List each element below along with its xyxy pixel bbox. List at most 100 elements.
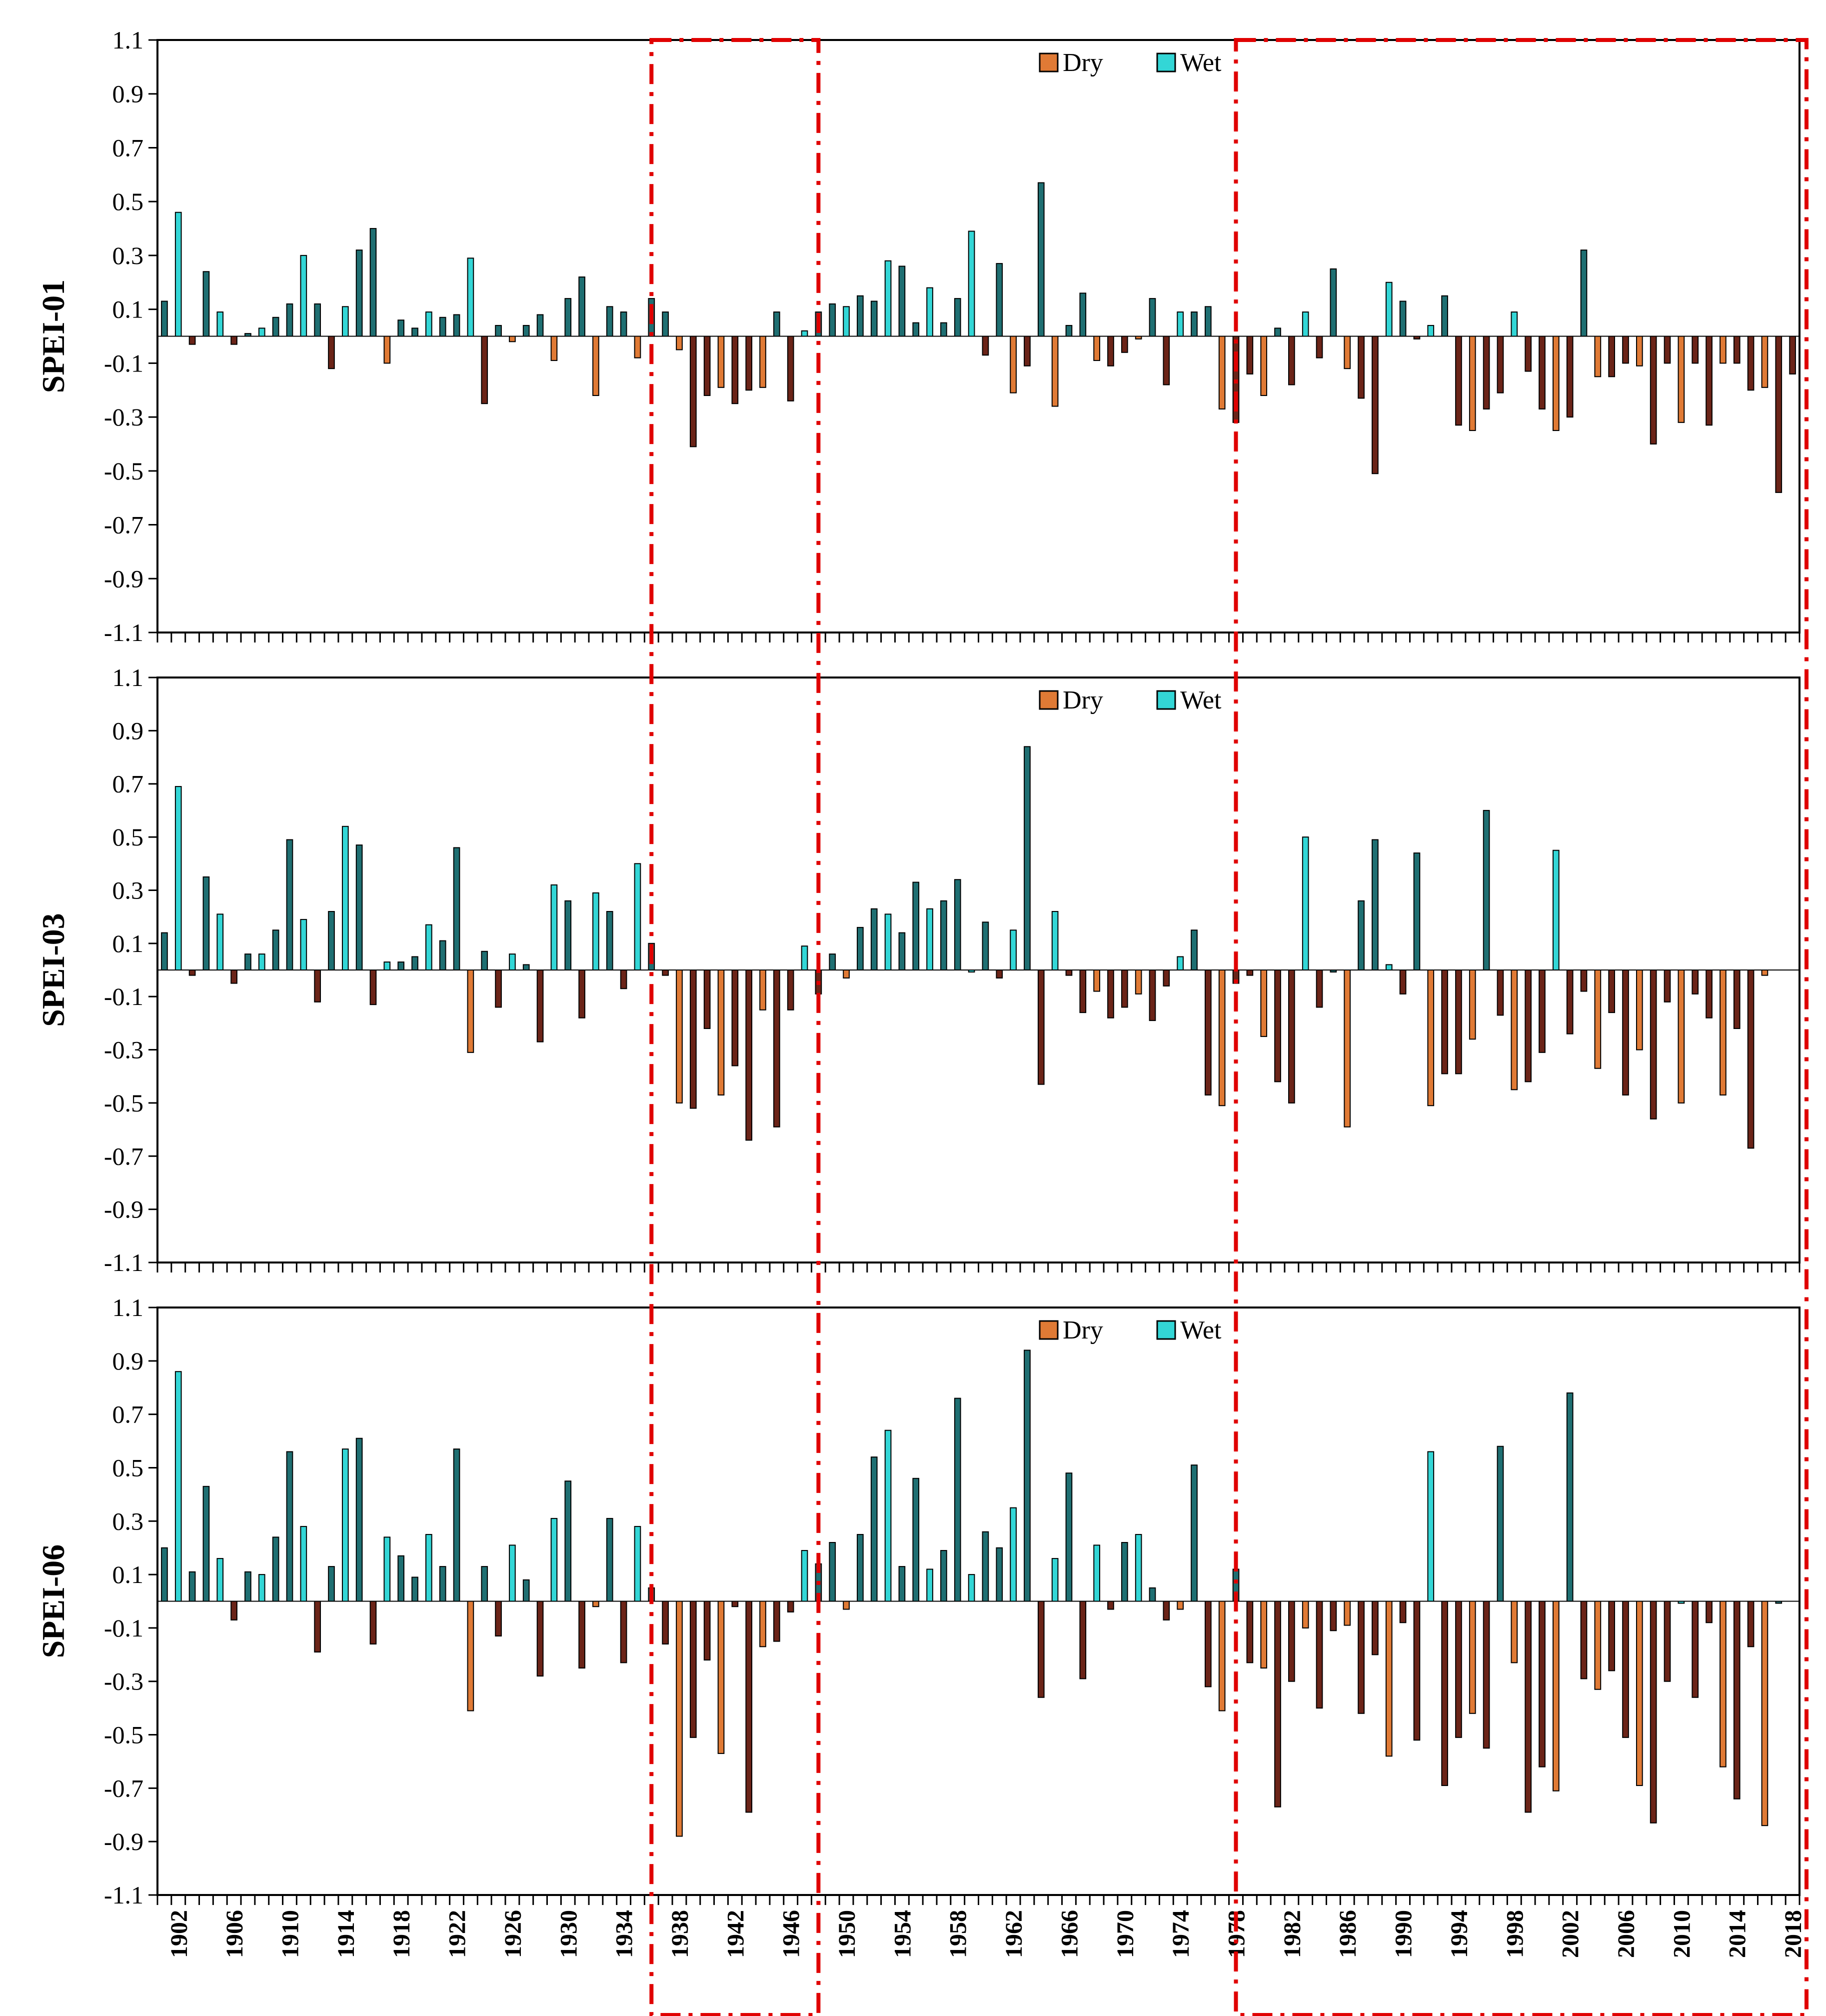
y-tick-label: -0.7 bbox=[104, 511, 143, 539]
panel-spei-1: 1.1 0.9 0.7 0.5 0.3 0.1 -0.1 -0.3 -0.5 -0.7 -0.9 -1… bbox=[35, 26, 1801, 646]
bar-1918 bbox=[397, 320, 405, 337]
y-tick-label: -0.9 bbox=[104, 1828, 143, 1856]
y-axis-label: SPEI-06 bbox=[35, 1544, 71, 1658]
bar-1926 bbox=[509, 336, 516, 342]
bar-1995 bbox=[1469, 970, 1476, 1040]
bar-1992 bbox=[1427, 1451, 1435, 1602]
y-tick-label: 1.1 bbox=[112, 26, 144, 54]
bar-1977 bbox=[1218, 336, 1226, 410]
bar-1975 bbox=[1191, 1464, 1198, 1602]
bar-1955 bbox=[912, 882, 920, 970]
bar-1963 bbox=[1024, 336, 1031, 366]
bar-1904 bbox=[202, 271, 210, 337]
bar-1982 bbox=[1288, 1600, 1295, 1682]
bar-1946 bbox=[787, 970, 794, 1010]
bar-2009 bbox=[1664, 970, 1671, 1002]
bar-1917 bbox=[383, 962, 391, 970]
bar-1921 bbox=[439, 316, 446, 337]
bar-1987 bbox=[1358, 336, 1365, 399]
bar-1903 bbox=[188, 1571, 196, 1602]
bar-2002 bbox=[1566, 1392, 1574, 1602]
bar-1918 bbox=[397, 1555, 405, 1602]
x-tick-label: 2002 bbox=[1558, 1910, 1584, 1958]
bar-1930 bbox=[564, 1480, 572, 1602]
bar-1907 bbox=[244, 333, 251, 337]
x-tick-label: 1994 bbox=[1446, 1910, 1473, 1958]
bar-1907 bbox=[244, 1571, 251, 1602]
bar-1971 bbox=[1135, 970, 1142, 994]
bar-1923 bbox=[467, 1600, 474, 1712]
bar-1933 bbox=[606, 1518, 613, 1602]
bar-1901 bbox=[161, 932, 168, 970]
bar-2014 bbox=[1733, 1600, 1741, 1800]
bar-1997 bbox=[1497, 970, 1504, 1016]
bar-1934 bbox=[620, 970, 627, 990]
y-tick-label: -1.1 bbox=[104, 1248, 143, 1276]
bar-1997 bbox=[1497, 1446, 1504, 1602]
bar-1961 bbox=[996, 1547, 1003, 1602]
bar-1990 bbox=[1399, 970, 1407, 994]
bar-1913 bbox=[328, 911, 335, 970]
bar-1910 bbox=[286, 839, 293, 970]
bar-2006 bbox=[1622, 336, 1629, 364]
legend-dry-swatch bbox=[1039, 52, 1059, 72]
bar-1937 bbox=[662, 970, 669, 976]
bar-1908 bbox=[258, 328, 265, 337]
bar-2008 bbox=[1650, 970, 1657, 1120]
bar-2007 bbox=[1636, 336, 1643, 366]
bar-1990 bbox=[1399, 1600, 1407, 1624]
bar-1915 bbox=[355, 250, 363, 337]
bar-1905 bbox=[216, 914, 224, 971]
bar-1910 bbox=[286, 1451, 293, 1602]
bar-1909 bbox=[272, 316, 279, 337]
bar-1931 bbox=[578, 276, 585, 337]
bar-1952 bbox=[870, 908, 878, 970]
bar-2012 bbox=[1706, 336, 1713, 426]
bar-2001 bbox=[1552, 850, 1560, 970]
y-axis-label: SPEI-03 bbox=[35, 913, 71, 1027]
bar-2009 bbox=[1664, 1600, 1671, 1682]
bar-1956 bbox=[926, 1568, 933, 1602]
bar-1983 bbox=[1302, 1600, 1309, 1628]
bar-1926 bbox=[509, 954, 516, 971]
bar-1986 bbox=[1344, 1600, 1351, 1626]
bar-1962 bbox=[1010, 930, 1017, 971]
bar-1979 bbox=[1246, 970, 1254, 976]
bar-1947 bbox=[801, 1550, 808, 1602]
bar-1923 bbox=[467, 258, 474, 337]
y-tick-label: 0.3 bbox=[112, 1507, 144, 1535]
bar-1993 bbox=[1441, 1600, 1448, 1786]
bar-1922 bbox=[453, 314, 460, 337]
bar-1959 bbox=[968, 1574, 975, 1602]
bar-1926 bbox=[509, 1544, 516, 1602]
bar-1974 bbox=[1177, 956, 1184, 970]
bar-1970 bbox=[1121, 1542, 1128, 1602]
y-tick-label: 0.1 bbox=[112, 296, 144, 324]
bar-1993 bbox=[1441, 295, 1448, 337]
bar-2017 bbox=[1775, 1600, 1783, 1604]
bar-1983 bbox=[1302, 836, 1309, 971]
bar-1959 bbox=[968, 970, 975, 972]
bar-1957 bbox=[940, 322, 947, 337]
bar-1944 bbox=[759, 1600, 766, 1648]
bar-1921 bbox=[439, 940, 446, 970]
bar-1941 bbox=[717, 970, 725, 1096]
bar-1938 bbox=[676, 336, 683, 350]
bar-1921 bbox=[439, 1566, 446, 1602]
bar-1966 bbox=[1065, 970, 1073, 976]
bar-1963 bbox=[1024, 1350, 1031, 1602]
bar-1974 bbox=[1177, 1600, 1184, 1610]
bar-1988 bbox=[1372, 1600, 1379, 1656]
bar-1915 bbox=[355, 1438, 363, 1602]
bar-1922 bbox=[453, 847, 460, 971]
y-tick-label: 0.3 bbox=[112, 242, 144, 270]
bar-1990 bbox=[1399, 300, 1407, 337]
bar-1910 bbox=[286, 303, 293, 337]
bar-1925 bbox=[495, 324, 502, 337]
bar-1938 bbox=[676, 970, 683, 1104]
bar-1946 bbox=[787, 1600, 794, 1612]
bar-1919 bbox=[411, 328, 418, 337]
legend-wet-swatch bbox=[1156, 52, 1176, 72]
bar-1901 bbox=[161, 300, 168, 337]
bar-2004 bbox=[1594, 336, 1602, 378]
